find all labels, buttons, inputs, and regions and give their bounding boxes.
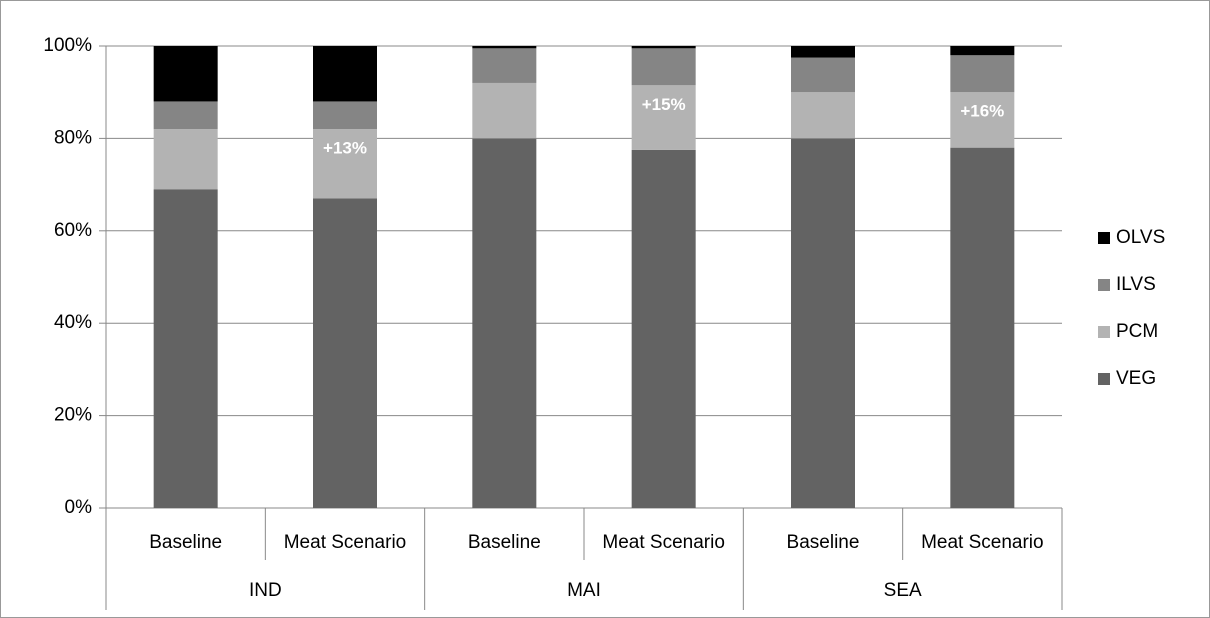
- bar-segment: [313, 46, 377, 102]
- bar-segment: [950, 92, 1015, 148]
- bar-segment: [472, 48, 537, 83]
- legend-swatch: [1098, 326, 1110, 338]
- legend-swatch: [1098, 279, 1110, 291]
- bar-segment: [153, 46, 218, 102]
- bar-segment: [472, 138, 537, 508]
- bar-segment: [313, 198, 377, 508]
- bar-segment: [791, 92, 855, 139]
- annotation: +13%: [323, 139, 367, 158]
- bar-segment: [472, 82, 537, 139]
- bar-segment: [313, 101, 377, 130]
- group-label: IND: [249, 580, 282, 601]
- group-label: SEA: [884, 580, 922, 601]
- bar-segment: [791, 138, 855, 508]
- bar-segment: [950, 46, 1015, 56]
- legend-swatch: [1098, 232, 1110, 244]
- bar-segment: [791, 57, 855, 93]
- legend-swatch: [1098, 373, 1110, 385]
- bar-segment: [153, 129, 218, 190]
- bar-segment: [313, 129, 377, 199]
- x-tick-label: Baseline: [149, 532, 222, 553]
- bar-segment: [153, 189, 218, 508]
- y-tick-label: 40%: [54, 312, 92, 333]
- y-tick-label: 80%: [54, 127, 92, 148]
- bar-segment: [631, 48, 696, 86]
- bar-segment: [950, 147, 1015, 508]
- y-tick-label: 100%: [43, 35, 92, 56]
- annotation: +16%: [960, 102, 1004, 121]
- group-label: MAI: [567, 580, 601, 601]
- x-tick-label: Meat Scenario: [921, 532, 1044, 553]
- y-tick-label: 0%: [65, 497, 93, 518]
- y-tick-label: 60%: [54, 220, 92, 241]
- legend-label: PCM: [1116, 321, 1158, 342]
- x-tick-label: Baseline: [468, 532, 541, 553]
- legend-label: OLVS: [1116, 227, 1165, 248]
- bar-segment: [631, 85, 696, 150]
- legend-label: ILVS: [1116, 274, 1156, 295]
- bar-segment: [631, 46, 696, 49]
- x-tick-label: Meat Scenario: [602, 532, 725, 553]
- x-tick-label: Baseline: [787, 532, 860, 553]
- bar-segment: [950, 55, 1015, 93]
- bar-segment: [153, 101, 218, 130]
- annotation: +15%: [642, 95, 686, 114]
- y-tick-label: 20%: [54, 405, 92, 426]
- x-tick-label: Meat Scenario: [284, 532, 407, 553]
- bar-segment: [472, 46, 537, 49]
- bar-segment: [631, 149, 696, 508]
- legend-label: VEG: [1116, 368, 1156, 389]
- bar-segment: [791, 46, 855, 58]
